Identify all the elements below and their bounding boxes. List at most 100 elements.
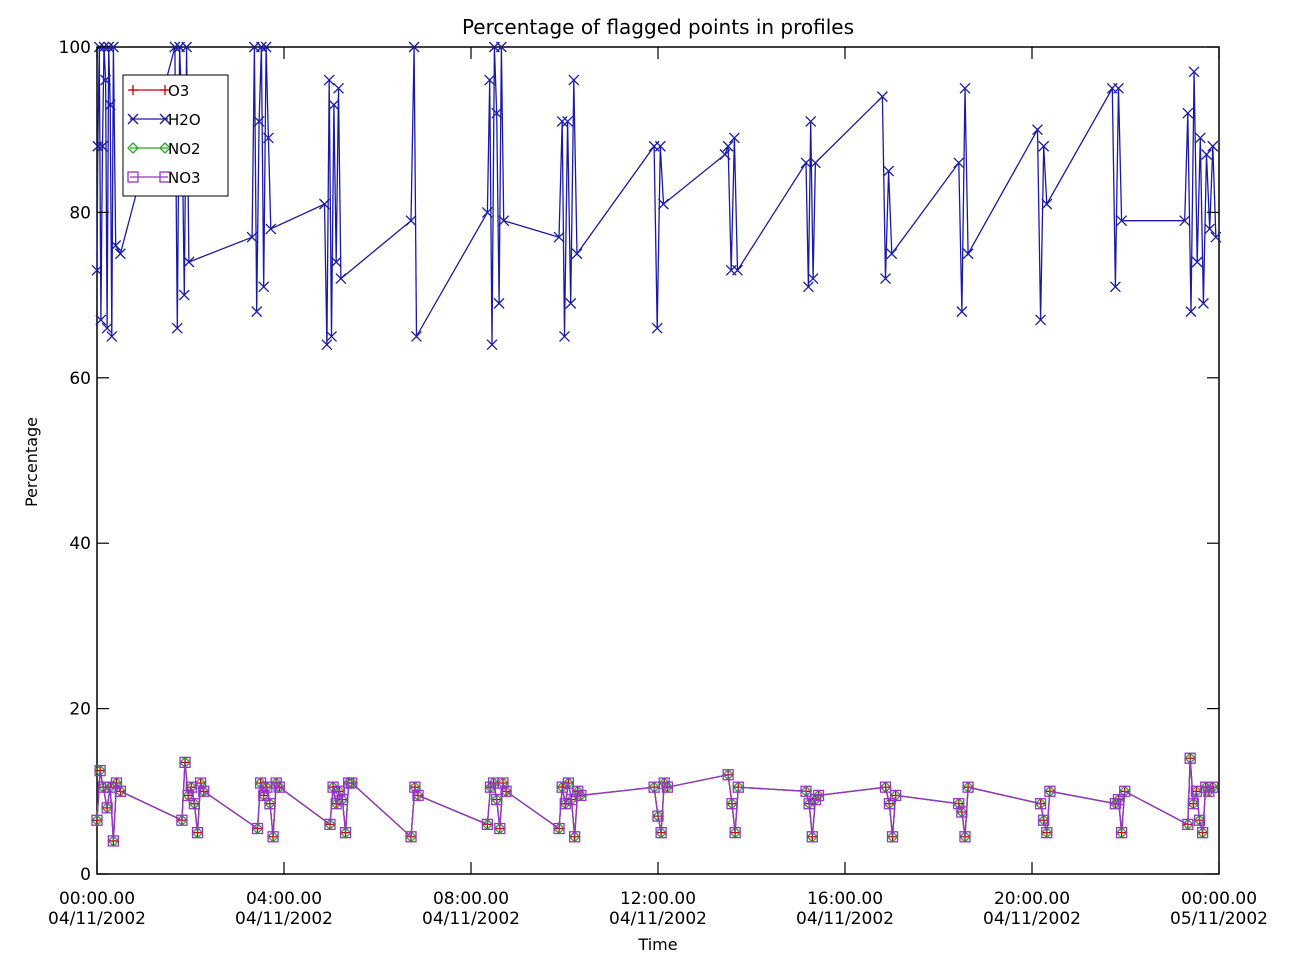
x-tick-time-label: 16:00.00 — [807, 889, 883, 909]
data-point-no3 — [883, 798, 896, 810]
data-point-h2o — [319, 198, 330, 210]
data-point-no3 — [729, 827, 741, 839]
data-point-h2o — [571, 248, 583, 260]
legend-item-no2: NO2 — [127, 140, 201, 158]
data-point-h2o — [1188, 66, 1200, 78]
data-point-h2o — [260, 41, 272, 53]
legend-item-h2o: H2O — [127, 111, 201, 129]
series-no3 — [91, 752, 1219, 847]
legend-marker — [127, 113, 139, 125]
data-point-no3 — [809, 793, 822, 806]
data-point-h2o — [495, 41, 507, 53]
data-point-h2o — [104, 99, 116, 111]
data-point-no3 — [254, 777, 267, 789]
legend-item-o3: O3 — [128, 82, 189, 100]
data-point-h2o — [321, 339, 333, 351]
data-point-h2o — [486, 339, 498, 351]
data-point-h2o — [107, 41, 119, 53]
data-point-h2o — [1179, 215, 1191, 227]
data-point-no3 — [412, 789, 424, 802]
data-point-no3 — [661, 781, 673, 793]
data-point-no3 — [803, 798, 815, 810]
y-tick-label: 80 — [69, 203, 91, 223]
data-point-h2o — [959, 82, 971, 94]
y-tick-label: 0 — [80, 865, 91, 885]
y-tick-label: 60 — [69, 369, 91, 389]
legend-marker — [160, 85, 170, 95]
data-point-no3 — [565, 793, 578, 806]
x-tick-date-label: 04/11/2002 — [48, 909, 146, 929]
data-point-h2o — [481, 206, 493, 218]
data-point-h2o — [498, 215, 510, 227]
data-point-no3 — [494, 822, 506, 835]
data-point-h2o — [96, 140, 108, 152]
data-point-h2o — [258, 281, 270, 293]
data-point-no3 — [1109, 798, 1122, 810]
y-axis-title: Percentage — [22, 417, 41, 507]
data-point-no3 — [812, 789, 825, 802]
data-point-h2o — [1204, 223, 1216, 235]
legend-label: O3 — [168, 82, 189, 100]
data-point-h2o — [1109, 281, 1121, 293]
data-point-no3 — [1184, 752, 1196, 764]
data-point-no3 — [1115, 827, 1128, 839]
data-point-no3 — [658, 777, 670, 789]
data-point-no3 — [97, 781, 109, 793]
data-point-no3 — [806, 831, 818, 843]
data-point-h2o — [410, 330, 422, 342]
data-point-h2o — [246, 231, 258, 243]
legend-marker — [128, 85, 138, 95]
data-point-no3 — [101, 802, 113, 814]
data-point-no3 — [726, 798, 738, 810]
data-point-h2o — [181, 41, 193, 53]
data-point-no3 — [655, 827, 667, 839]
data-point-no3 — [333, 785, 345, 797]
data-point-no3 — [267, 831, 279, 843]
data-point-h2o — [956, 306, 968, 318]
data-point-no3 — [491, 793, 503, 806]
data-point-no3 — [1034, 798, 1047, 810]
data-point-h2o — [880, 273, 891, 285]
data-point-no3 — [652, 810, 664, 822]
legend-box — [122, 74, 229, 197]
data-point-h2o — [1191, 256, 1203, 268]
data-point-h2o — [323, 74, 335, 86]
data-point-no3 — [1182, 818, 1194, 831]
x-axis-title: Time — [637, 935, 677, 954]
data-point-no3 — [953, 798, 965, 810]
data-point-h2o — [1194, 132, 1206, 144]
data-point-no3 — [191, 827, 204, 839]
data-point-h2o — [251, 306, 263, 318]
data-point-no3 — [107, 835, 120, 847]
data-point-no3 — [1200, 781, 1212, 793]
x-tick-time-label: 12:00.00 — [620, 889, 696, 909]
data-point-h2o — [92, 140, 104, 152]
data-point-no3 — [110, 777, 123, 789]
data-point-h2o — [491, 107, 503, 119]
data-point-no3 — [722, 769, 734, 781]
data-point-no3 — [339, 827, 352, 839]
data-point-no3 — [1190, 785, 1203, 797]
data-point-no3 — [91, 814, 103, 826]
data-point-no3 — [327, 781, 339, 793]
data-point-h2o — [1041, 198, 1053, 210]
data-point-h2o — [114, 248, 126, 260]
data-point-no3 — [182, 789, 194, 802]
data-point-h2o — [805, 115, 817, 127]
data-point-no3 — [273, 781, 285, 793]
data-point-h2o — [169, 41, 181, 53]
data-point-no3 — [258, 789, 270, 802]
data-point-no3 — [188, 798, 201, 810]
data-point-h2o — [493, 297, 505, 309]
data-point-no3 — [959, 831, 971, 843]
legend-label: H2O — [168, 111, 201, 129]
data-point-no3 — [886, 831, 899, 843]
data-point-no3 — [198, 785, 210, 797]
data-point-h2o — [559, 330, 570, 342]
data-point-h2o — [722, 140, 734, 152]
legend-marker — [159, 171, 171, 183]
data-point-h2o — [91, 264, 103, 276]
data-point-no3 — [1038, 814, 1050, 826]
data-point-no3 — [956, 806, 968, 818]
